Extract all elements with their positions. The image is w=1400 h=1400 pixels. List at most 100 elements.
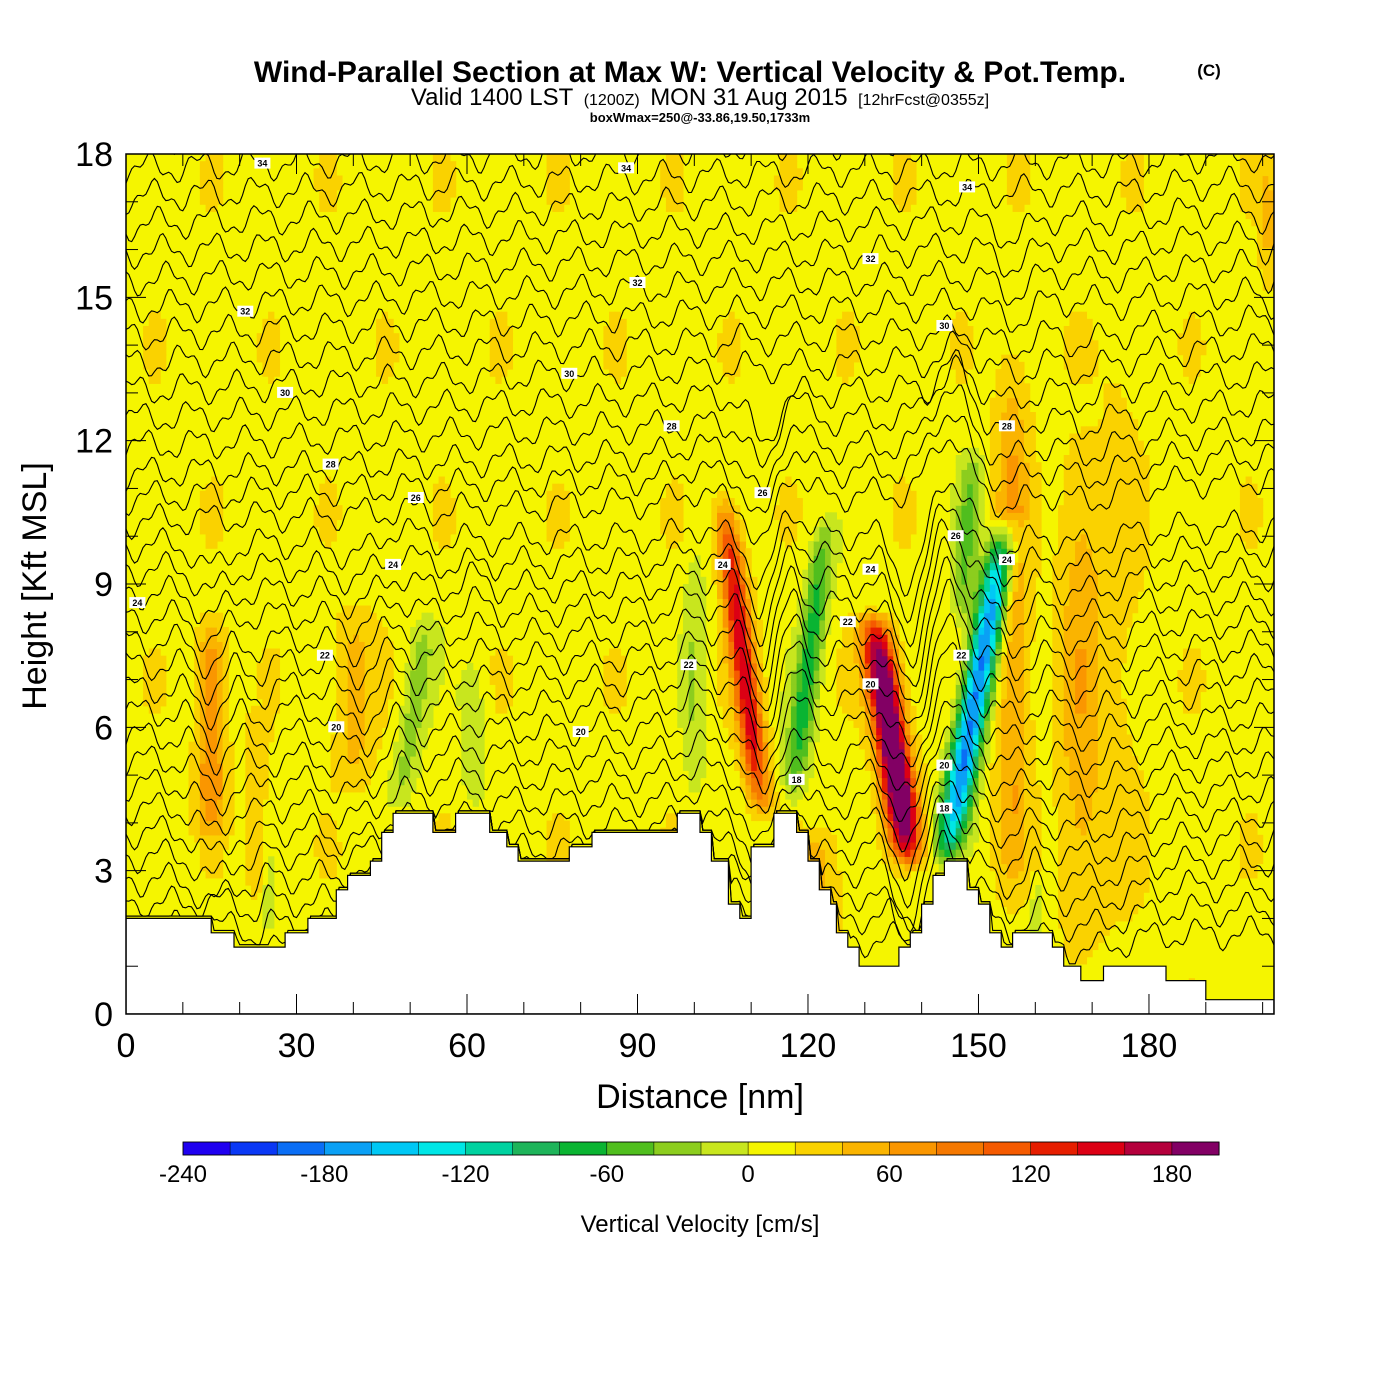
heatmap-cell xyxy=(881,834,889,843)
heatmap-cell xyxy=(978,476,985,485)
heatmap-cell xyxy=(1075,834,1082,843)
heatmap-cell xyxy=(779,698,786,707)
heatmap-cell xyxy=(359,698,366,707)
heatmap-cell xyxy=(967,849,974,857)
heatmap-cell xyxy=(1001,670,1008,678)
heatmap-cell xyxy=(1001,397,1008,406)
heatmap-cell xyxy=(1075,541,1082,549)
heatmap-cell xyxy=(438,182,445,191)
heatmap-cell xyxy=(1109,913,1116,922)
heatmap-cell xyxy=(160,318,167,327)
heatmap-cell xyxy=(546,154,553,162)
heatmap-cell xyxy=(904,161,911,169)
heatmap-cell xyxy=(967,741,974,750)
heatmap-cell xyxy=(1109,734,1116,743)
heatmap-cell xyxy=(495,677,502,685)
heatmap-cell xyxy=(415,619,423,628)
heatmap-cell xyxy=(728,498,735,506)
heatmap-cell xyxy=(989,462,997,470)
heatmap-cell xyxy=(1006,490,1014,499)
heatmap-cell xyxy=(967,340,974,349)
heatmap-cell xyxy=(978,713,985,721)
heatmap-cell xyxy=(904,834,911,843)
heatmap-cell xyxy=(694,720,701,728)
heatmap-cell xyxy=(1092,584,1099,592)
heatmap-cell xyxy=(222,799,229,807)
heatmap-cell xyxy=(1097,619,1105,628)
heatmap-cell xyxy=(995,806,1002,814)
heatmap-cell xyxy=(205,204,212,212)
heatmap-cell xyxy=(1097,555,1105,564)
heatmap-cell xyxy=(381,354,389,363)
heatmap-cell xyxy=(807,619,815,628)
heatmap-cell xyxy=(978,763,985,771)
heatmap-cell xyxy=(432,655,440,664)
heatmap-cell xyxy=(398,741,406,750)
heatmap-cell xyxy=(836,906,843,915)
heatmap-cell xyxy=(1109,684,1116,693)
heatmap-cell xyxy=(1069,498,1076,506)
heatmap-cell xyxy=(495,311,502,320)
heatmap-cell xyxy=(1109,670,1116,678)
heatmap-cell xyxy=(989,806,997,814)
heatmap-cell xyxy=(1086,433,1093,442)
heatmap-cell xyxy=(785,741,792,750)
heatmap-cell xyxy=(1006,870,1014,879)
heatmap-cell xyxy=(330,763,337,771)
heatmap-cell xyxy=(324,182,332,191)
heatmap-cell xyxy=(972,619,980,628)
heatmap-cell xyxy=(228,784,235,793)
heatmap-cell xyxy=(722,361,730,370)
heatmap-cell xyxy=(609,670,616,678)
heatmap-cell xyxy=(376,318,383,327)
heatmap-cell xyxy=(1012,870,1019,879)
heatmap-cell xyxy=(216,161,224,169)
heatmap-cell xyxy=(444,519,451,528)
heatmap-cell xyxy=(1114,569,1122,578)
heatmap-cell xyxy=(1012,498,1019,506)
heatmap-cell xyxy=(199,784,207,793)
heatmap-cell xyxy=(785,748,792,757)
heatmap-cell xyxy=(898,204,906,212)
heatmap-cell xyxy=(1029,727,1036,736)
heatmap-cell xyxy=(807,598,815,607)
heatmap-cell xyxy=(1086,770,1093,779)
heatmap-cell xyxy=(933,842,940,850)
heatmap-cell xyxy=(950,727,957,736)
heatmap-cell xyxy=(256,691,263,700)
heatmap-cell xyxy=(1069,347,1076,356)
heatmap-cell xyxy=(745,605,752,614)
heatmap-cell xyxy=(1018,612,1025,621)
heatmap-cell xyxy=(881,720,889,728)
heatmap-cell xyxy=(1006,469,1014,478)
heatmap-cell xyxy=(978,670,985,678)
heatmap-cell xyxy=(870,720,877,728)
heatmap-cell xyxy=(330,856,337,865)
heatmap-cell xyxy=(967,648,974,657)
heatmap-cell xyxy=(330,827,337,836)
heatmap-cell xyxy=(881,820,889,829)
heatmap-cell xyxy=(898,182,906,191)
heatmap-cell xyxy=(967,734,974,743)
heatmap-cell xyxy=(330,505,337,513)
heatmap-cell xyxy=(1075,591,1082,599)
heatmap-cell xyxy=(603,698,610,707)
heatmap-cell xyxy=(677,498,684,506)
heatmap-cell xyxy=(1052,684,1059,693)
heatmap-cell xyxy=(410,756,417,764)
heatmap-cell xyxy=(955,333,963,341)
heatmap-cell xyxy=(1006,483,1014,492)
heatmap-cell xyxy=(438,189,445,198)
heatmap-cell xyxy=(251,827,258,836)
heatmap-cell xyxy=(1012,476,1019,485)
heatmap-cell xyxy=(734,541,741,549)
heatmap-cell xyxy=(807,705,815,714)
heatmap-cell xyxy=(1006,770,1014,779)
heatmap-cell xyxy=(1069,354,1076,363)
heatmap-cell xyxy=(984,526,991,535)
heatmap-cell xyxy=(205,641,212,650)
heatmap-cell xyxy=(415,662,423,671)
heatmap-cell xyxy=(262,748,269,757)
heatmap-cell xyxy=(955,569,963,578)
heatmap-cell xyxy=(1069,920,1076,929)
